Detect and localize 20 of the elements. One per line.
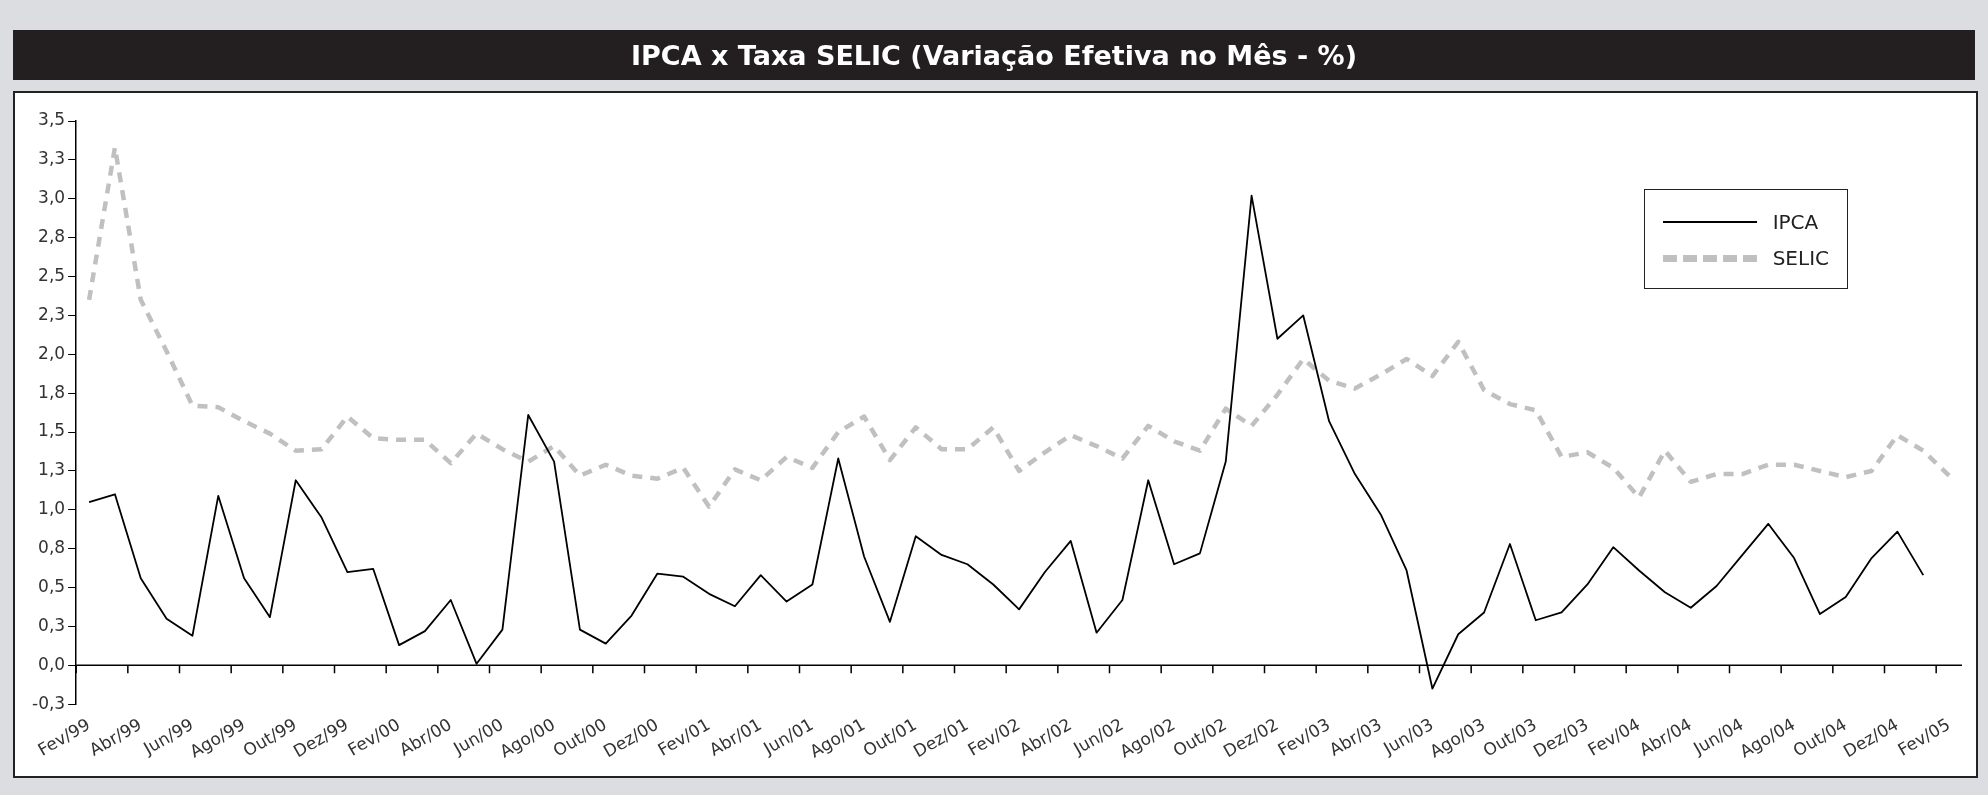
y-tick-label: 2,8 — [38, 226, 66, 247]
y-tick-label: 2,0 — [38, 342, 66, 363]
y-tick-label: 1,0 — [38, 498, 66, 519]
y-tick-label: -0,3 — [32, 692, 66, 713]
y-tick-label: 3,0 — [38, 187, 66, 208]
line-series — [86, 145, 1952, 509]
chart-title: IPCA x Taxa SELIC (Variação Efetiva no Mês - %) — [13, 30, 1975, 80]
legend-label: IPCA — [1772, 210, 1819, 234]
y-tick-label: 3,3 — [38, 148, 66, 169]
legend-label: SELIC — [1772, 246, 1829, 270]
y-tick-label: 1,5 — [38, 420, 66, 441]
y-tick-label: 2,3 — [38, 303, 66, 324]
y-tick-label: 2,5 — [38, 264, 66, 285]
y-tick-label: 1,3 — [38, 459, 66, 480]
y-tick-label: 0,8 — [38, 537, 66, 558]
y-tick-label: 0,3 — [38, 614, 66, 635]
y-tick-label: 0,0 — [38, 653, 66, 674]
y-tick-label: 0,5 — [38, 576, 66, 597]
y-tick-label: 1,8 — [38, 381, 66, 402]
y-tick-label: 3,5 — [38, 109, 66, 130]
